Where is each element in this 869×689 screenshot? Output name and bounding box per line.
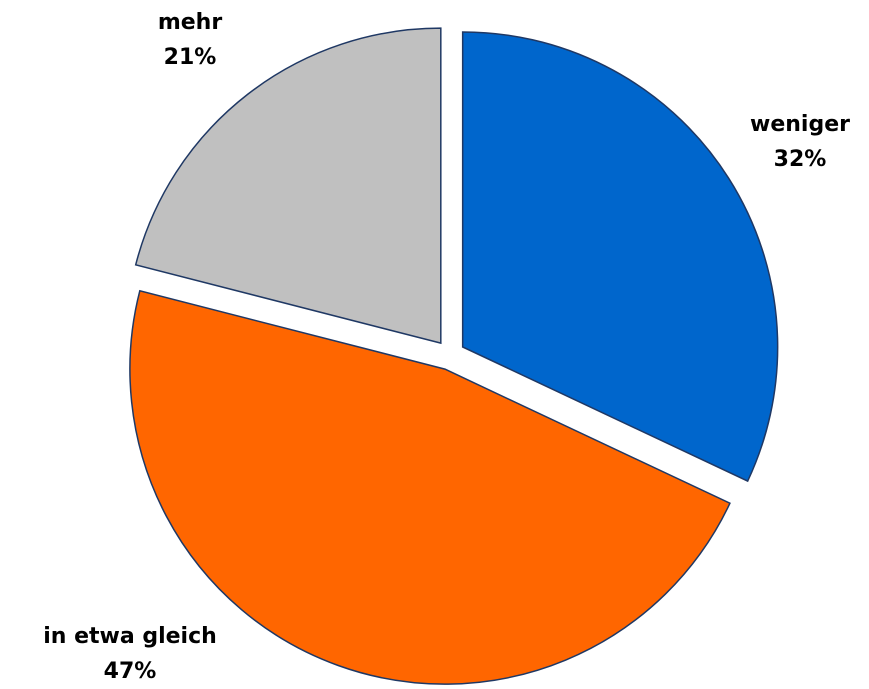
slice-value-label: 21%	[164, 45, 217, 70]
slice-value-label: 47%	[104, 659, 157, 684]
slice-label: mehr	[158, 10, 223, 35]
slice-value-label: 32%	[774, 147, 827, 172]
pie-slice	[134, 27, 442, 345]
slice-label: in etwa gleich	[43, 624, 217, 649]
pie-slice	[129, 289, 731, 685]
slice-label: weniger	[750, 112, 850, 137]
pie-slice	[461, 31, 779, 483]
